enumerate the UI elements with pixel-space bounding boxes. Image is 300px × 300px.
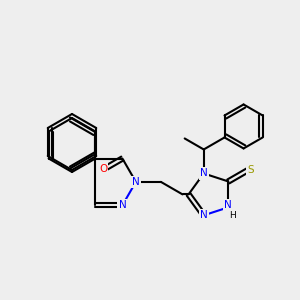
Text: N: N xyxy=(224,200,232,210)
Text: N: N xyxy=(200,169,208,178)
Text: S: S xyxy=(247,166,254,176)
Text: N: N xyxy=(200,210,208,220)
Text: O: O xyxy=(99,164,107,175)
Text: N: N xyxy=(132,177,140,187)
Text: N: N xyxy=(118,200,126,210)
Text: H: H xyxy=(229,211,236,220)
